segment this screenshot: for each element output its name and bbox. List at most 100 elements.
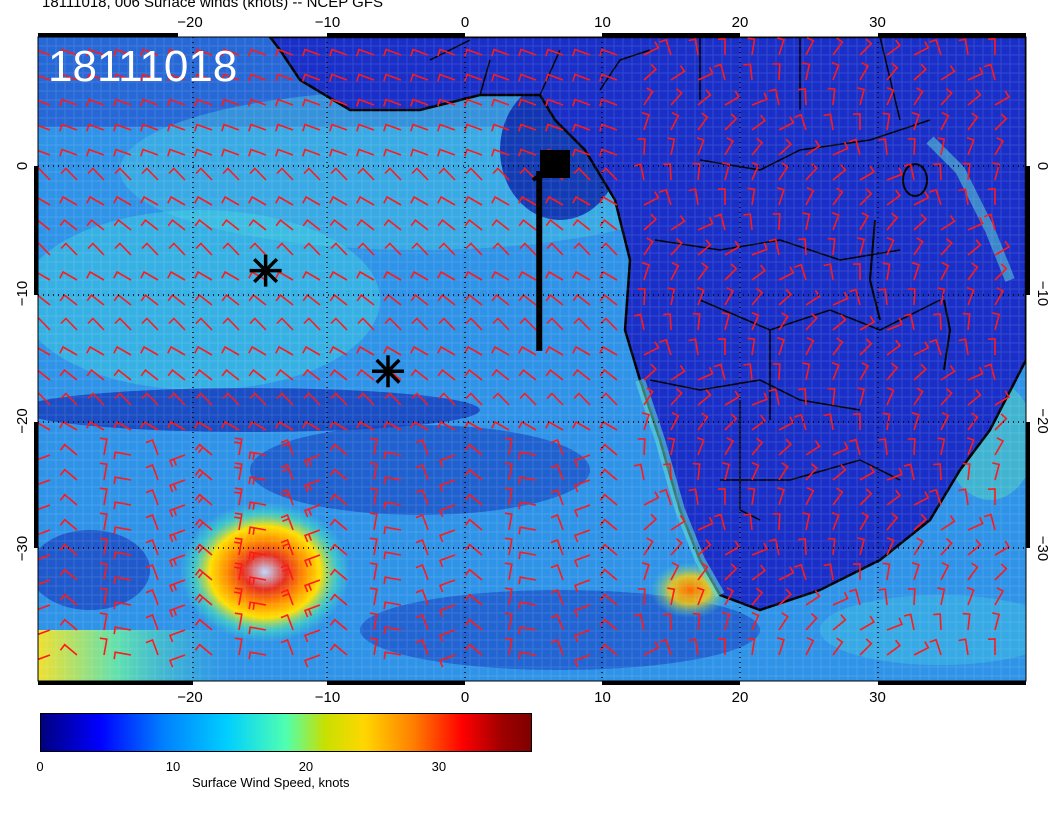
wind-barb bbox=[572, 195, 591, 206]
wind-barb bbox=[940, 365, 956, 381]
wind-barb bbox=[599, 493, 618, 506]
wind-barb bbox=[907, 438, 916, 456]
wind-barb bbox=[637, 438, 646, 456]
wind-barb bbox=[859, 615, 876, 631]
wind-barb bbox=[113, 501, 132, 510]
asterisk-icon bbox=[372, 355, 404, 388]
wind-barb bbox=[38, 454, 51, 467]
wind-barb bbox=[438, 554, 456, 568]
wind-barb bbox=[573, 242, 591, 256]
wind-barb bbox=[667, 587, 676, 606]
wind-barb bbox=[86, 123, 105, 132]
wind-barb bbox=[249, 392, 267, 406]
wind-barb bbox=[221, 368, 240, 381]
wind-barb bbox=[832, 141, 849, 156]
wind-barb bbox=[643, 213, 658, 231]
wind-barb bbox=[637, 138, 646, 156]
wind-barb bbox=[882, 412, 891, 431]
wind-barb bbox=[59, 493, 78, 506]
wind-barb bbox=[99, 537, 108, 556]
wind-barb bbox=[663, 313, 672, 331]
wind-barb bbox=[87, 317, 105, 331]
wind-barb bbox=[59, 518, 78, 531]
wind-barb bbox=[929, 488, 942, 506]
wind-barb bbox=[248, 451, 267, 460]
wind-barb bbox=[994, 437, 1005, 456]
wind-barb bbox=[329, 270, 348, 281]
wind-barb bbox=[113, 123, 132, 132]
wind-barb bbox=[518, 123, 537, 132]
wind-barb bbox=[234, 437, 243, 456]
wind-barb bbox=[356, 73, 375, 82]
wind-barb bbox=[772, 213, 781, 231]
wind-barb bbox=[599, 293, 618, 306]
wind-barb bbox=[145, 513, 159, 531]
wind-barb bbox=[518, 526, 537, 535]
wind-barb bbox=[600, 392, 618, 406]
wind-barb bbox=[168, 317, 186, 331]
wind-barb bbox=[805, 636, 815, 656]
wind-barb bbox=[967, 112, 979, 131]
wind-barb bbox=[222, 242, 240, 256]
wind-barb bbox=[504, 487, 513, 506]
wind-barb bbox=[670, 65, 686, 81]
wind-barb bbox=[491, 98, 510, 107]
wind-barb bbox=[384, 317, 402, 331]
wind-barb bbox=[994, 563, 1008, 581]
wind-barb bbox=[234, 462, 243, 481]
wind-barb bbox=[248, 195, 267, 206]
wind-barb bbox=[913, 537, 924, 556]
wind-barb bbox=[491, 368, 510, 381]
wind-barb bbox=[329, 493, 348, 506]
wind-barb bbox=[772, 363, 781, 381]
wind-barb bbox=[966, 436, 975, 456]
wind-barb bbox=[113, 270, 132, 281]
wind-barb bbox=[234, 587, 243, 606]
wind-barb bbox=[572, 293, 591, 306]
wind-barb bbox=[832, 487, 844, 506]
wind-barb bbox=[519, 317, 537, 331]
wind-barb bbox=[86, 148, 105, 157]
wind-barb bbox=[722, 612, 731, 631]
wind-barb bbox=[140, 293, 159, 306]
wind-barb bbox=[903, 313, 915, 331]
wind-barb bbox=[827, 237, 836, 256]
wind-barb bbox=[937, 137, 946, 156]
wind-barb bbox=[913, 641, 930, 656]
wind-barb bbox=[518, 270, 537, 281]
wind-barb bbox=[913, 213, 928, 231]
wind-barb bbox=[832, 441, 849, 456]
colorbar bbox=[40, 713, 532, 752]
lat-tick-label: −30 bbox=[14, 536, 31, 561]
wind-barb bbox=[913, 63, 928, 81]
wind-barb bbox=[643, 87, 654, 106]
wind-barb bbox=[859, 165, 876, 181]
wind-barb bbox=[329, 293, 348, 306]
wind-barb bbox=[356, 48, 375, 57]
wind-barb bbox=[194, 443, 213, 456]
wind-barb bbox=[599, 195, 618, 206]
wind-barb bbox=[60, 242, 78, 256]
wind-barb bbox=[275, 148, 294, 157]
wind-barb bbox=[907, 288, 916, 306]
wind-barb bbox=[438, 392, 456, 406]
wind-barb bbox=[330, 242, 348, 256]
wind-barb bbox=[113, 368, 132, 381]
wind-barb bbox=[302, 98, 321, 107]
wind-barb bbox=[86, 293, 105, 306]
wind-barb bbox=[983, 63, 996, 81]
wind-barb bbox=[221, 218, 240, 231]
wind-barb bbox=[234, 612, 243, 631]
wind-barb bbox=[599, 468, 618, 481]
wind-barb bbox=[743, 513, 753, 531]
wind-barb bbox=[886, 39, 902, 56]
wind-barb bbox=[940, 111, 950, 131]
wind-barb bbox=[114, 167, 132, 181]
wind-barb bbox=[832, 164, 847, 181]
wind-barb bbox=[59, 98, 78, 107]
wind-barb bbox=[886, 617, 903, 631]
wind-barb bbox=[670, 537, 683, 556]
wind-barb bbox=[805, 486, 815, 506]
wind-barb bbox=[967, 562, 979, 581]
